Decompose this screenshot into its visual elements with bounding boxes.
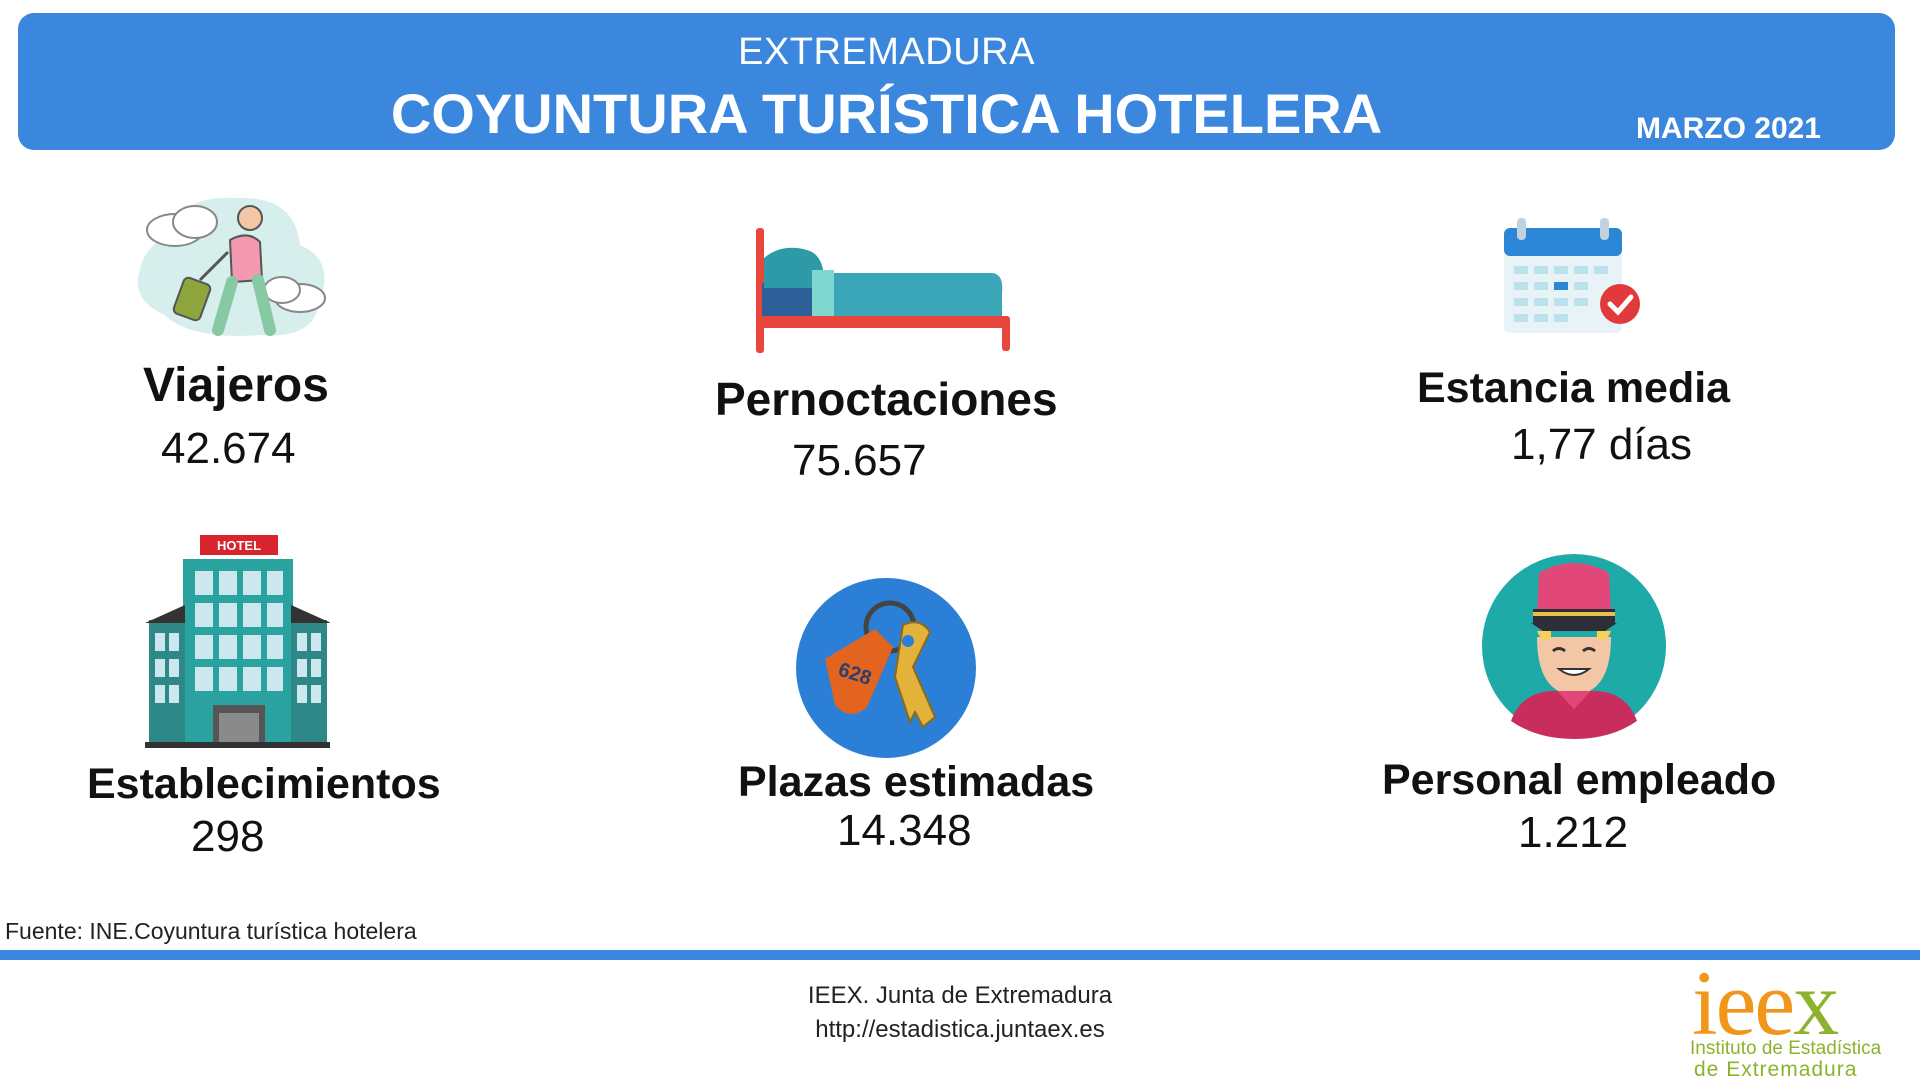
region-title: EXTREMADURA [738, 31, 1035, 73]
footer-divider [0, 950, 1920, 960]
hotel-sign-text: HOTEL [217, 538, 261, 553]
room-key-icon: 628 [796, 578, 976, 758]
stat-value: 75.657 [792, 436, 927, 485]
stat-value: 14.348 [837, 806, 972, 855]
footer-url-link[interactable]: http://estadistica.juntaex.es [815, 1016, 1105, 1043]
report-date: MARZO 2021 [1635, 112, 1821, 145]
page-title: COYUNTURA TURÍSTICA HOTELERA [390, 82, 1383, 145]
source-note: Fuente: INE.Coyuntura turística hotelera [5, 918, 417, 944]
stat-label: Establecimientos [87, 760, 441, 808]
stat-label: Estancia media [1417, 364, 1731, 412]
stat-label: Viajeros [143, 359, 329, 412]
stat-value: 1,77 días [1511, 420, 1693, 469]
hotel-building-icon: HOTEL [145, 535, 330, 748]
stat-value: 42.674 [161, 424, 296, 473]
calendar-icon [1504, 218, 1640, 333]
bellboy-icon [1482, 554, 1666, 739]
stat-label: Plazas estimadas [738, 758, 1095, 806]
traveler-icon [137, 197, 326, 336]
footer-institution: IEEX. Junta de Extremadura [807, 982, 1113, 1009]
logo-mark: ieex [1692, 952, 1839, 1054]
logo-line-2: de Extremadura [1694, 1058, 1858, 1081]
stat-label: Personal empleado [1382, 756, 1777, 804]
header-banner: EXTREMADURA COYUNTURA TURÍSTICA HOTELERA… [18, 13, 1895, 150]
stat-value: 1.212 [1518, 808, 1629, 857]
bed-icon [756, 228, 1010, 353]
stat-label: Pernoctaciones [715, 373, 1058, 425]
logo-line-1: Instituto de Estadística [1690, 1038, 1882, 1059]
stat-value: 298 [191, 812, 265, 861]
ieex-logo: ieex Instituto de Estadística de Extrema… [1690, 952, 1900, 1081]
